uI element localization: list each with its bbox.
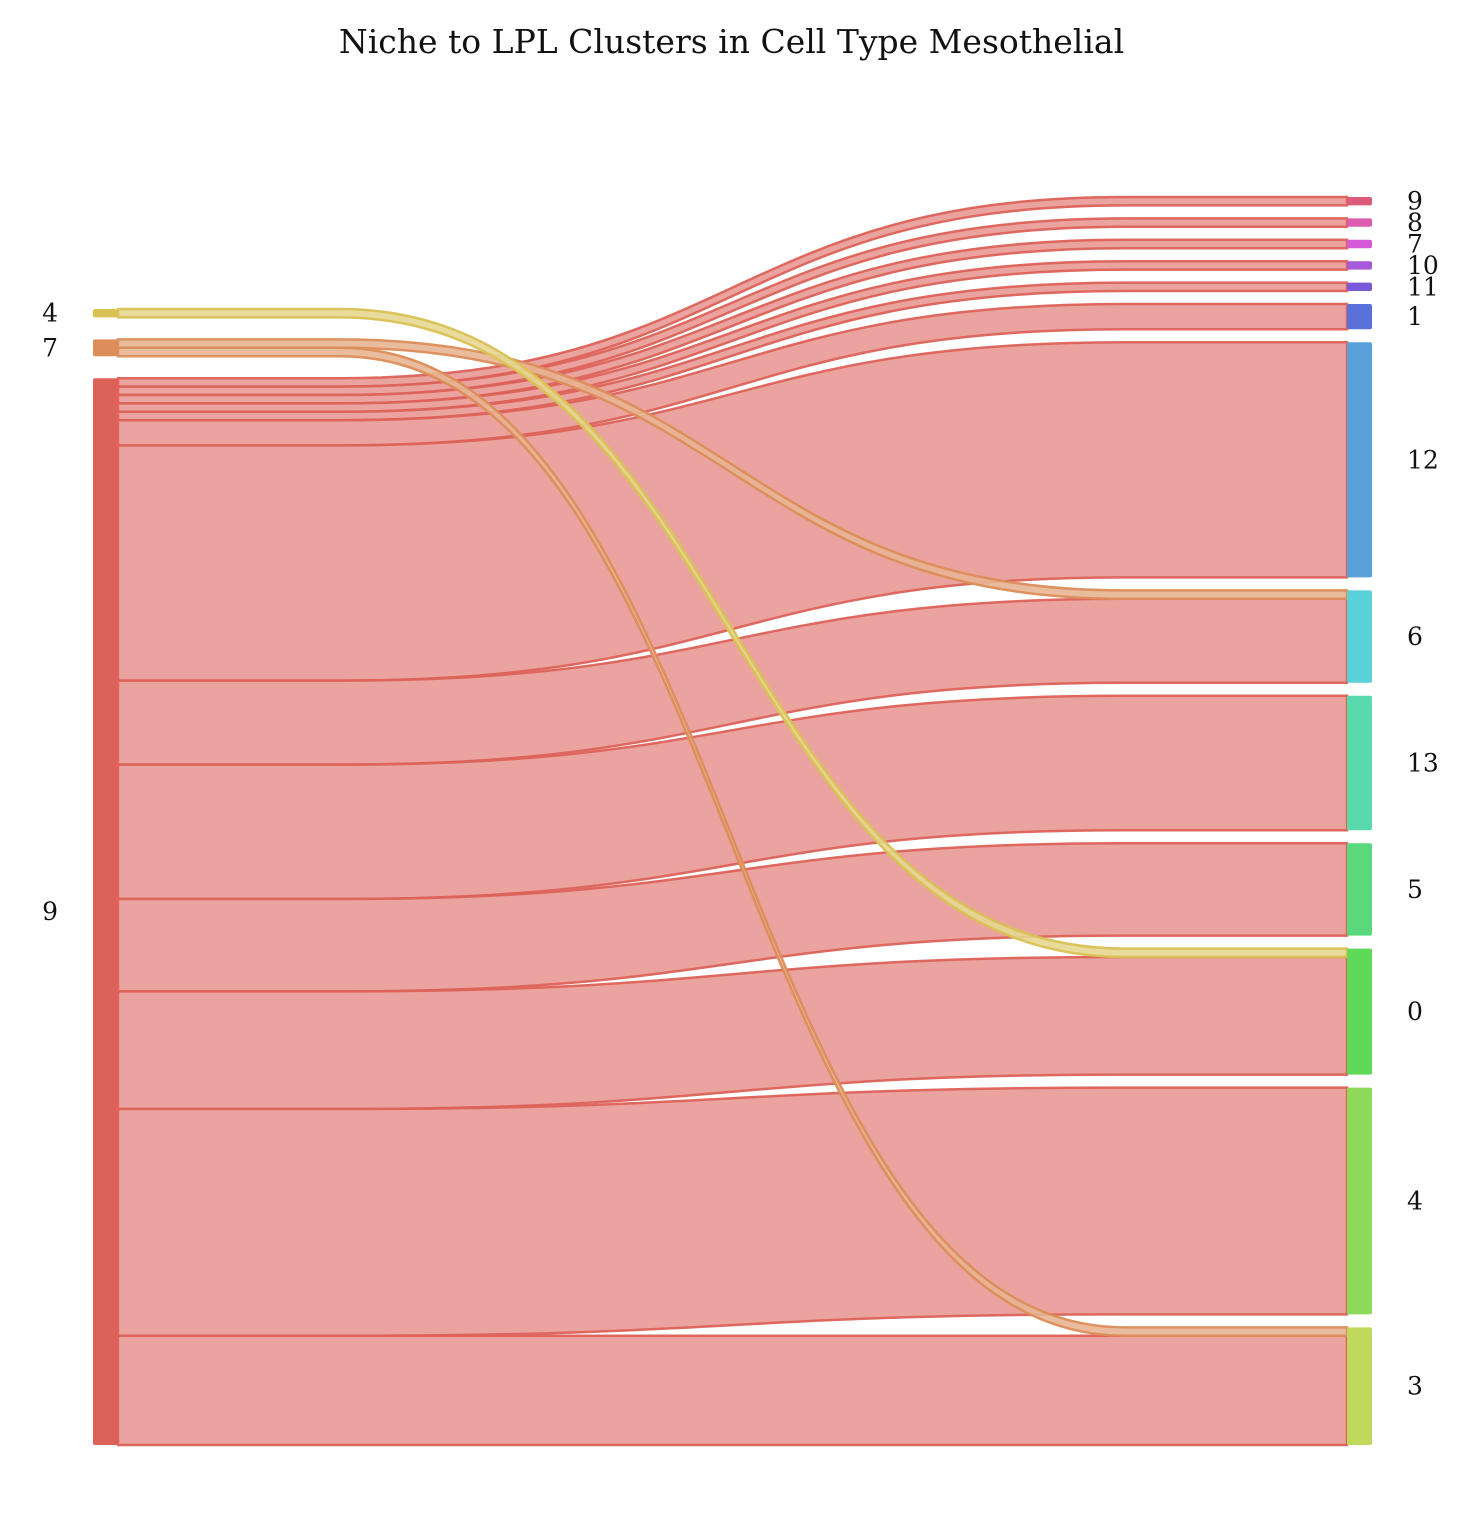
- label-lpl-11: 11: [1407, 272, 1439, 301]
- node-lpl-11[interactable]: [1347, 282, 1372, 291]
- link-s9-to-t9[interactable]: [116, 195, 1349, 388]
- node-lpl-1[interactable]: [1347, 304, 1372, 330]
- node-niche-4[interactable]: [93, 309, 118, 318]
- label-lpl-7: 7: [1407, 230, 1423, 259]
- label-lpl-13: 13: [1407, 749, 1439, 778]
- node-lpl-6[interactable]: [1347, 590, 1372, 683]
- label-niche-4: 4: [42, 299, 58, 328]
- node-lpl-12[interactable]: [1347, 342, 1372, 578]
- link-s9-to-t12[interactable]: [116, 340, 1349, 682]
- link-s9-to-t7[interactable]: [116, 238, 1349, 405]
- label-lpl-10: 10: [1407, 251, 1439, 280]
- node-lpl-0[interactable]: [1347, 948, 1372, 1075]
- links-layer: [116, 195, 1349, 1447]
- label-lpl-1: 1: [1407, 302, 1423, 331]
- link-s9-to-t4[interactable]: [116, 1086, 1349, 1338]
- link-s9-to-t6[interactable]: [116, 597, 1349, 766]
- label-lpl-3: 3: [1407, 1372, 1423, 1401]
- link-s9-to-t8[interactable]: [116, 217, 1349, 397]
- chart-title: Niche to LPL Clusters in Cell Type Mesot…: [338, 22, 1125, 61]
- node-niche-9[interactable]: [93, 378, 118, 1446]
- node-lpl-10[interactable]: [1347, 261, 1372, 270]
- node-lpl-7[interactable]: [1347, 239, 1372, 249]
- node-lpl-8[interactable]: [1347, 218, 1372, 227]
- label-niche-9: 9: [42, 897, 58, 926]
- node-lpl-13[interactable]: [1347, 695, 1372, 831]
- label-lpl-6: 6: [1407, 622, 1423, 651]
- label-lpl-5: 5: [1407, 875, 1423, 904]
- nodes-layer: [93, 197, 1372, 1446]
- label-niche-7: 7: [42, 333, 58, 362]
- label-lpl-12: 12: [1407, 445, 1439, 474]
- link-s9-to-t13[interactable]: [116, 694, 1349, 901]
- node-niche-7[interactable]: [93, 339, 118, 357]
- node-lpl-3[interactable]: [1347, 1327, 1372, 1445]
- label-lpl-4: 4: [1407, 1187, 1423, 1216]
- node-lpl-5[interactable]: [1347, 843, 1372, 936]
- node-lpl-9[interactable]: [1347, 197, 1372, 206]
- link-s9-to-t10[interactable]: [116, 259, 1349, 414]
- link-s9-to-t0[interactable]: [116, 955, 1349, 1111]
- link-s9-to-t3[interactable]: [116, 1334, 1349, 1447]
- link-s9-to-t5[interactable]: [116, 841, 1349, 993]
- link-s9-to-t1[interactable]: [116, 302, 1349, 447]
- label-lpl-9: 9: [1407, 187, 1423, 216]
- label-lpl-8: 8: [1407, 208, 1423, 237]
- node-lpl-4[interactable]: [1347, 1087, 1372, 1315]
- label-lpl-0: 0: [1407, 997, 1423, 1026]
